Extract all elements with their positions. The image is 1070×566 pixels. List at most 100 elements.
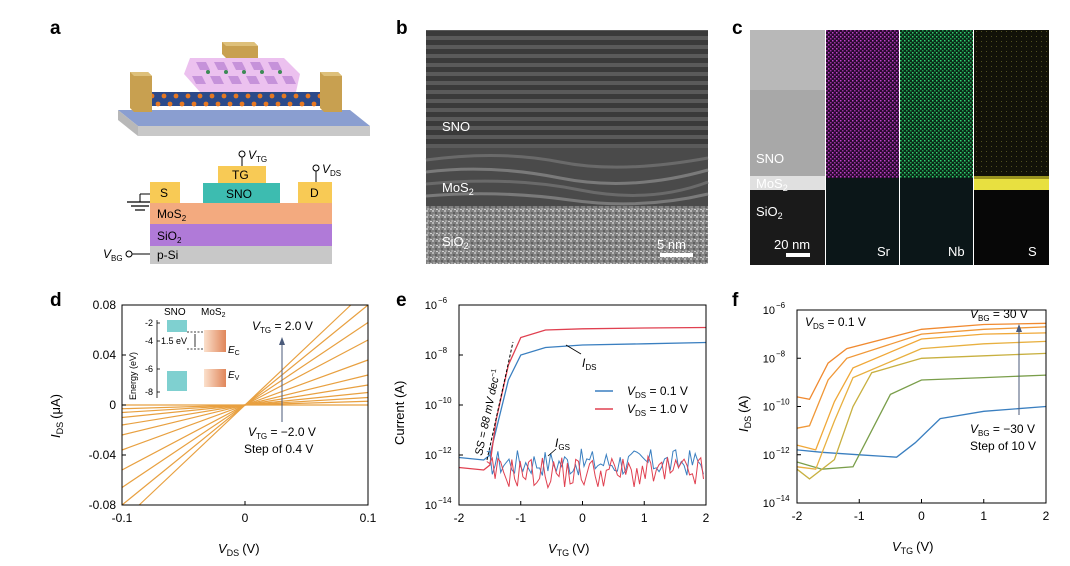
e-ytick-label: 10 <box>425 400 437 412</box>
psi-label: p-Si <box>157 248 178 262</box>
f-series-line-4 <box>796 332 1047 451</box>
d-ylabel: IDS(μA) <box>48 394 65 438</box>
f-xtick-label: 2 <box>1043 509 1050 523</box>
eds-mos2-label: MoS2 <box>756 176 788 193</box>
eds-scale-bar <box>786 253 810 257</box>
eds-sno-label: SNO <box>756 151 784 166</box>
inset-tick-2: -4 <box>145 336 153 346</box>
f-annot-bottom: VBG = −30 V <box>970 422 1035 438</box>
e-ytick-exp: −6 <box>438 296 448 305</box>
psi-layer <box>150 246 332 264</box>
f-annot-top: VBG = 30 V <box>970 307 1028 323</box>
inset-sno-label: SNO <box>164 307 186 318</box>
vtg-label: VTG <box>248 148 267 164</box>
inset-ylabel: Energy (eV) <box>128 352 138 400</box>
vds-label: VDS <box>322 162 341 178</box>
e-ytick-label: 10 <box>425 300 437 312</box>
tem-scale-label: 5 nm <box>657 237 686 252</box>
e-xtick-label: -1 <box>515 511 526 525</box>
e-ss-label: SS = 88 mV dec−1 <box>473 368 503 456</box>
mos2-layer <box>150 203 332 224</box>
d-label: D <box>310 186 319 200</box>
source-electrode <box>150 182 180 203</box>
inset-ev-label: EV <box>228 370 240 382</box>
s-label: S <box>160 186 168 200</box>
e-igs-pointer <box>547 448 557 457</box>
e-ytick-label: 10 <box>425 450 437 462</box>
e-ids-pointer <box>565 344 582 355</box>
e-ss-line <box>486 341 514 461</box>
f-ytick-label: 10 <box>763 305 775 317</box>
f-vds-label: VDS = 0.1 V <box>805 315 866 331</box>
e-ytick-label: 10 <box>425 350 437 362</box>
e-xtick-label: 0 <box>579 511 586 525</box>
tem-image: SNO MoS2 SiO2 5 nm <box>425 30 709 264</box>
d-xtick-label: -0.1 <box>112 511 133 525</box>
sio2-label: SiO2 <box>157 229 182 245</box>
f-series-line-0 <box>796 405 1047 458</box>
device-3d-illustration <box>118 42 370 136</box>
f-xtick-label: 1 <box>980 509 987 523</box>
f-series-line-2 <box>796 352 1047 480</box>
panel-letter-a: a <box>50 18 61 39</box>
f-xtick-label: -2 <box>792 509 803 523</box>
e-series-line-1 <box>458 326 707 471</box>
panel-letter-f: f <box>732 290 739 311</box>
d-xtick-label: 0.1 <box>360 511 377 525</box>
panel-letter-d: d <box>50 290 62 311</box>
inset-tick-3: -6 <box>145 364 153 374</box>
e-series-line-0 <box>458 341 707 461</box>
e-xtick-label: 1 <box>641 511 648 525</box>
e-ytick-exp: −10 <box>438 396 452 405</box>
f-xtick-label: -1 <box>854 509 865 523</box>
inset-ec-label: EC <box>228 345 240 357</box>
drain-electrode <box>298 182 332 203</box>
device-cross-section: VTG VDS VBG S TG SNO D MoS2 SiO2 p-Si <box>103 148 341 264</box>
d-xtick-label: 0 <box>242 511 249 525</box>
tem-sio2-label: SiO2 <box>442 234 469 251</box>
d-inset-band-diagram: -2 -4 -6 -8 Energy (eV) SNO MoS2 1.5 eV … <box>128 307 240 400</box>
f-arrow-head <box>1016 324 1022 332</box>
f-ytick-exp: −12 <box>776 446 790 455</box>
e-ytick-exp: −12 <box>438 446 452 455</box>
d-xlabel: VDS (V) <box>218 541 260 558</box>
f-series-line-6 <box>796 322 1047 401</box>
map-nb-label: Nb <box>948 244 965 259</box>
tg-label: TG <box>232 168 249 182</box>
d-ytick-label: -0.04 <box>89 448 117 462</box>
chart-d: -0.08 -0.04 0 0.04 0.08 -0.1 0 0.1 VDS (V) IDS(μ… <box>48 298 377 558</box>
sno-layer <box>203 183 280 203</box>
tem-scale-bar <box>660 253 693 257</box>
e-ids-label: IDS <box>582 356 596 372</box>
d-annot-bottom: VTG = −2.0 V <box>248 425 316 441</box>
f-ytick-exp: −8 <box>776 349 786 358</box>
f-series-line-3 <box>796 340 1047 470</box>
f-xtick-label: 0 <box>918 509 925 523</box>
sio2-layer <box>150 224 332 246</box>
d-annot-step: Step of 0.4 V <box>244 442 313 456</box>
f-series-line-1 <box>796 374 1047 470</box>
e-xtick-label: 2 <box>703 511 710 525</box>
mos2-label: MoS2 <box>157 207 187 223</box>
e-ylabel: Current (A) <box>392 381 407 445</box>
d-annot-top: VTG = 2.0 V <box>252 319 313 335</box>
eds-sio2-label: SiO2 <box>756 204 783 221</box>
e-legend-1: VDS = 0.1 V <box>627 384 688 400</box>
inset-mos2-label: MoS2 <box>201 307 226 319</box>
sno-label: SNO <box>226 187 252 201</box>
panel-letter-e: e <box>396 290 407 311</box>
vbg-label: VBG <box>103 247 123 263</box>
d-ytick-label: 0 <box>109 398 116 412</box>
e-xtick-label: -2 <box>454 511 465 525</box>
f-ytick-exp: −14 <box>776 494 790 503</box>
tem-mos2-label: MoS2 <box>442 180 474 197</box>
f-ytick-label: 10 <box>763 450 775 462</box>
top-gate-electrode <box>218 166 266 183</box>
f-ytick-label: 10 <box>763 498 775 510</box>
tem-sno-label: SNO <box>442 119 470 134</box>
map-s-label: S <box>1028 244 1037 259</box>
e-igs-noise-1 <box>486 454 704 490</box>
d-ytick-label: 0.08 <box>93 298 117 312</box>
